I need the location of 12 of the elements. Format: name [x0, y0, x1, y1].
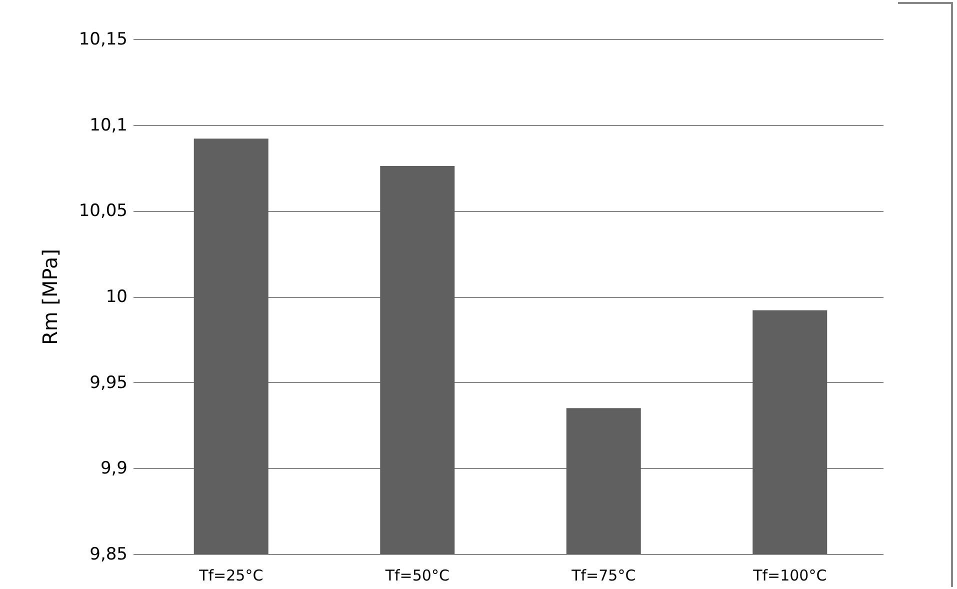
y-tick-label: 10,15 [78, 30, 128, 50]
y-tick-label: 9,9 [100, 458, 128, 479]
y-tick-label: 9,95 [90, 372, 128, 393]
y-tick-label: 10 [106, 287, 128, 307]
y-axis-title: Rm [MPa] [38, 248, 62, 346]
x-tick-label: Tf=75°C [570, 566, 636, 584]
y-tick-label: 10,05 [78, 201, 128, 222]
x-tick-label: Tf=25°C [198, 566, 264, 584]
x-tick-label: Tf=100°C [752, 566, 827, 584]
y-tick-label: 10,1 [90, 115, 128, 136]
y-tick-label: 9,85 [90, 544, 128, 564]
x-tick-label: Tf=50°C [384, 566, 450, 584]
